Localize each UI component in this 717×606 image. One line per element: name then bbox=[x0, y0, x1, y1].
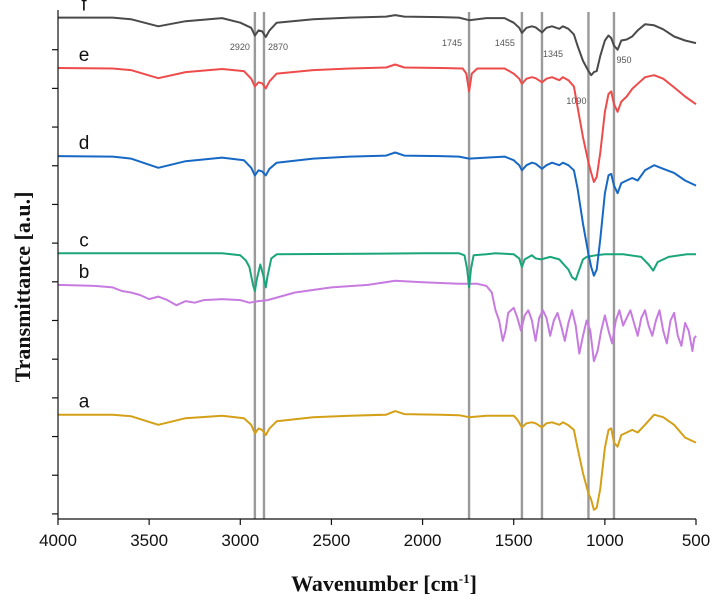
reference-lines bbox=[255, 12, 614, 519]
x-axis-title: Wavenumber [cm-1] bbox=[291, 571, 477, 596]
series-line-e bbox=[58, 65, 696, 183]
x-tick-label: 2500 bbox=[313, 531, 351, 550]
x-tick-label: 1000 bbox=[586, 531, 624, 550]
series-line-d bbox=[58, 153, 696, 276]
series-label-c: c bbox=[79, 230, 89, 251]
series-group bbox=[58, 15, 696, 510]
y-ticks bbox=[52, 50, 58, 514]
peak-label-2920: 2920 bbox=[230, 42, 250, 52]
x-tick-label: 500 bbox=[682, 531, 710, 550]
y-axis-title: Transmittance [a.u.] bbox=[10, 192, 35, 383]
peak-label-1090: 1090 bbox=[566, 96, 586, 106]
series-line-c bbox=[58, 253, 696, 291]
peak-label-950: 950 bbox=[616, 55, 631, 65]
series-line-b bbox=[58, 281, 696, 361]
series-line-a bbox=[58, 411, 696, 510]
x-ticks: 4000 3500 3000 2500 2000 1500 1000 500 bbox=[39, 519, 710, 550]
series-label-e: e bbox=[79, 45, 90, 66]
series-label-d: d bbox=[79, 133, 90, 154]
x-tick-label: 2000 bbox=[404, 531, 442, 550]
series-label-f: f bbox=[81, 0, 87, 16]
x-tick-label: 4000 bbox=[39, 531, 77, 550]
peak-label-2870: 2870 bbox=[268, 42, 288, 52]
series-line-f bbox=[58, 15, 696, 75]
series-label-a: a bbox=[79, 392, 90, 413]
peak-label-1455: 1455 bbox=[495, 38, 515, 48]
x-tick-label: 1500 bbox=[495, 531, 533, 550]
peak-label-1345: 1345 bbox=[543, 49, 563, 59]
axes bbox=[58, 10, 696, 519]
series-labels: a bc d e f bbox=[79, 0, 90, 413]
x-tick-label: 3000 bbox=[221, 531, 259, 550]
x-tick-label: 3500 bbox=[130, 531, 168, 550]
peak-label-1745: 1745 bbox=[442, 38, 462, 48]
ftir-chart: 2920 2870 1745 1455 1345 1090 950 4000 3500 3000… bbox=[0, 0, 717, 606]
series-label-b: b bbox=[79, 262, 90, 283]
